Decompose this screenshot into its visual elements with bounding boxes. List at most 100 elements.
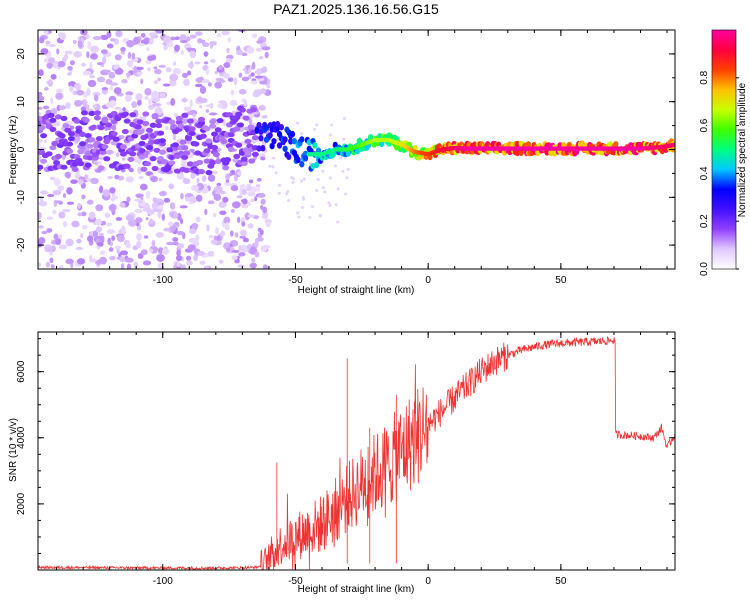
- heatmap-ridge-cell: [188, 126, 196, 132]
- heatmap-noise-cell: [49, 250, 53, 256]
- heatmap-noise-cell: [86, 199, 94, 205]
- heatmap-noise-cell: [86, 51, 90, 59]
- heatmap-noise-cell: [50, 73, 57, 80]
- heatmap-noise-cell: [208, 112, 218, 116]
- heatmap-noise-cell: [65, 238, 74, 247]
- heatmap-noise-cell: [106, 31, 112, 39]
- heatmap-noise-cell: [328, 133, 332, 137]
- heatmap-noise-cell: [56, 48, 60, 55]
- snr-xlabel: Height of straight line (km): [298, 584, 415, 595]
- heatmap-noise-cell: [45, 40, 51, 45]
- heatmap-noise-cell: [215, 227, 220, 235]
- heatmap-ridge-cell: [183, 167, 191, 174]
- heatmap-ridge-cell: [186, 118, 194, 124]
- heatmap-noise-cell: [183, 106, 192, 112]
- heatmap-noise-cell: [54, 200, 62, 204]
- heatmap-ridge-cell: [269, 126, 275, 133]
- heatmap-noise-cell: [229, 101, 238, 107]
- heatmap-noise-cell: [158, 177, 163, 182]
- heatmap-noise-cell: [184, 196, 190, 202]
- heatmap-noise-cell: [81, 194, 86, 200]
- heatmap-noise-cell: [143, 235, 149, 239]
- heatmap-ridge-cell: [77, 148, 85, 155]
- heatmap-ridge-cell: [79, 141, 87, 147]
- heatmap-noise-cell: [72, 134, 81, 143]
- heatmap-ridge-cell: [518, 149, 524, 156]
- heatmap-noise-cell: [205, 266, 210, 269]
- heatmap-noise-cell: [136, 233, 142, 241]
- heatmap-ridge-cell: [160, 158, 168, 165]
- heatmap-noise-cell: [48, 44, 57, 48]
- heatmap-noise-cell: [321, 169, 325, 173]
- heatmap-ridge-cell: [240, 160, 248, 167]
- heatmap-noise-cell: [53, 178, 61, 186]
- heatmap-noise-cell: [218, 100, 227, 104]
- heatmap-noise-cell: [126, 263, 132, 269]
- heatmap-noise-cell: [77, 212, 83, 217]
- heatmap-noise-cell: [153, 80, 158, 84]
- heatmap-noise-cell: [265, 221, 271, 228]
- heatmap-noise-cell: [67, 65, 73, 71]
- heatmap-noise-cell: [62, 208, 71, 213]
- heatmap-ridge-cell: [256, 145, 262, 152]
- heatmap-noise-cell: [286, 190, 290, 194]
- heatmap-noise-cell: [257, 227, 262, 232]
- heatmap-noise-cell: [336, 187, 340, 191]
- heatmap-noise-cell: [71, 220, 80, 228]
- heatmap-ridge-cell: [84, 162, 92, 168]
- heatmap-ridge-cell: [177, 123, 185, 129]
- heatmap-ridge-cell: [299, 136, 305, 143]
- heatmap-noise-cell: [52, 209, 57, 215]
- heatmap-noise-cell: [38, 95, 45, 102]
- heatmap-noise-cell: [89, 61, 93, 70]
- heatmap-noise-cell: [80, 30, 88, 36]
- heatmap-noise-cell: [105, 149, 114, 155]
- heatmap-noise-cell: [250, 199, 255, 203]
- heatmap-noise-cell: [239, 184, 247, 190]
- heatmap-noise-cell: [114, 106, 121, 110]
- heatmap-noise-cell: [225, 222, 230, 229]
- heatmap-noise-cell: [211, 170, 218, 175]
- heatmap-ridge-cell: [80, 110, 88, 116]
- heatmap-ridge-cell: [58, 133, 66, 139]
- colorbar-tick-label: 0.0: [699, 262, 710, 276]
- heatmap-noise-cell: [143, 37, 150, 42]
- heatmap-noise-cell: [209, 43, 213, 49]
- heatmap-noise-cell: [248, 179, 254, 184]
- heatmap-noise-cell: [46, 62, 53, 69]
- heatmap-noise-cell: [108, 203, 117, 212]
- heatmap-noise-cell: [247, 124, 255, 130]
- heatmap-noise-cell: [57, 61, 66, 68]
- heatmap-noise-cell: [247, 214, 255, 218]
- heatmap-noise-cell: [65, 258, 75, 265]
- heatmap-noise-cell: [98, 232, 105, 236]
- heatmap-ridge-cell: [240, 156, 248, 162]
- heatmap-noise-cell: [213, 185, 223, 193]
- heatmap-noise-cell: [250, 80, 258, 85]
- heatmap-ridge-cell: [138, 154, 146, 160]
- heatmap-noise-cell: [102, 56, 107, 65]
- heatmap-noise-cell: [328, 203, 332, 207]
- heatmap-noise-cell: [232, 201, 241, 209]
- heatmap-ridge-cell: [84, 150, 92, 156]
- heatmap-ridge-cell: [282, 136, 288, 143]
- heatmap-noise-cell: [190, 184, 199, 191]
- heatmap-noise-cell: [207, 250, 215, 257]
- heatmap-noise-cell: [153, 69, 162, 75]
- heatmap-noise-cell: [183, 78, 190, 87]
- snr-ytick-label: 6000: [16, 360, 27, 383]
- heatmap-noise-cell: [127, 51, 132, 59]
- heatmap-ridge-cell: [235, 142, 243, 148]
- heatmap-noise-cell: [176, 266, 181, 269]
- heatmap-ridge-cell: [314, 161, 320, 169]
- heatmap-noise-cell: [119, 202, 126, 208]
- heatmap-noise-cell: [313, 127, 317, 131]
- heatmap-ridge-cell: [79, 131, 87, 137]
- heatmap-noise-cell: [144, 96, 149, 101]
- heatmap-noise-cell: [153, 208, 163, 213]
- heatmap-noise-cell: [207, 200, 215, 205]
- heatmap-noise-cell: [248, 74, 252, 79]
- heatmap-ridge-cell: [155, 118, 163, 124]
- heatmap-noise-cell: [38, 153, 41, 162]
- heatmap-noise-cell: [274, 171, 278, 175]
